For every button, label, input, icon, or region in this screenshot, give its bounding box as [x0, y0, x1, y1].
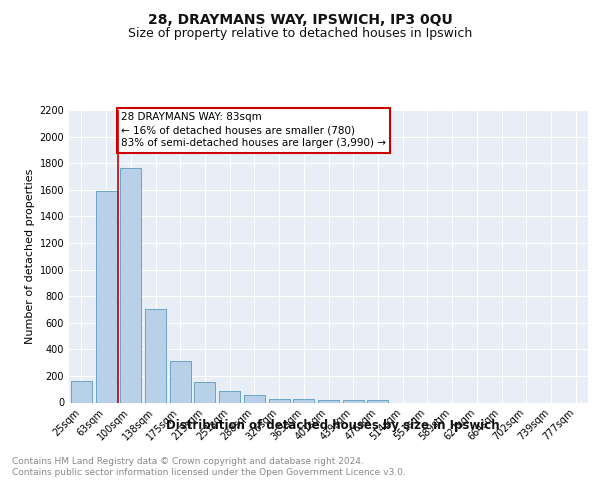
Bar — [71, 381, 92, 402]
Bar — [219, 390, 240, 402]
Text: 28 DRAYMANS WAY: 83sqm
← 16% of detached houses are smaller (780)
83% of semi-de: 28 DRAYMANS WAY: 83sqm ← 16% of detached… — [121, 112, 386, 148]
Text: Contains HM Land Registry data © Crown copyright and database right 2024.
Contai: Contains HM Land Registry data © Crown c… — [12, 458, 406, 477]
Bar — [145, 310, 166, 402]
Bar — [293, 399, 314, 402]
Bar — [367, 400, 388, 402]
Bar — [95, 191, 116, 402]
Text: 28, DRAYMANS WAY, IPSWICH, IP3 0QU: 28, DRAYMANS WAY, IPSWICH, IP3 0QU — [148, 12, 452, 26]
Y-axis label: Number of detached properties: Number of detached properties — [25, 168, 35, 344]
Bar — [120, 168, 141, 402]
Text: Size of property relative to detached houses in Ipswich: Size of property relative to detached ho… — [128, 28, 472, 40]
Bar — [244, 395, 265, 402]
Bar — [343, 400, 364, 402]
Bar — [318, 400, 339, 402]
Bar — [269, 398, 290, 402]
Text: Distribution of detached houses by size in Ipswich: Distribution of detached houses by size … — [166, 418, 500, 432]
Bar — [170, 360, 191, 403]
Bar — [194, 382, 215, 402]
